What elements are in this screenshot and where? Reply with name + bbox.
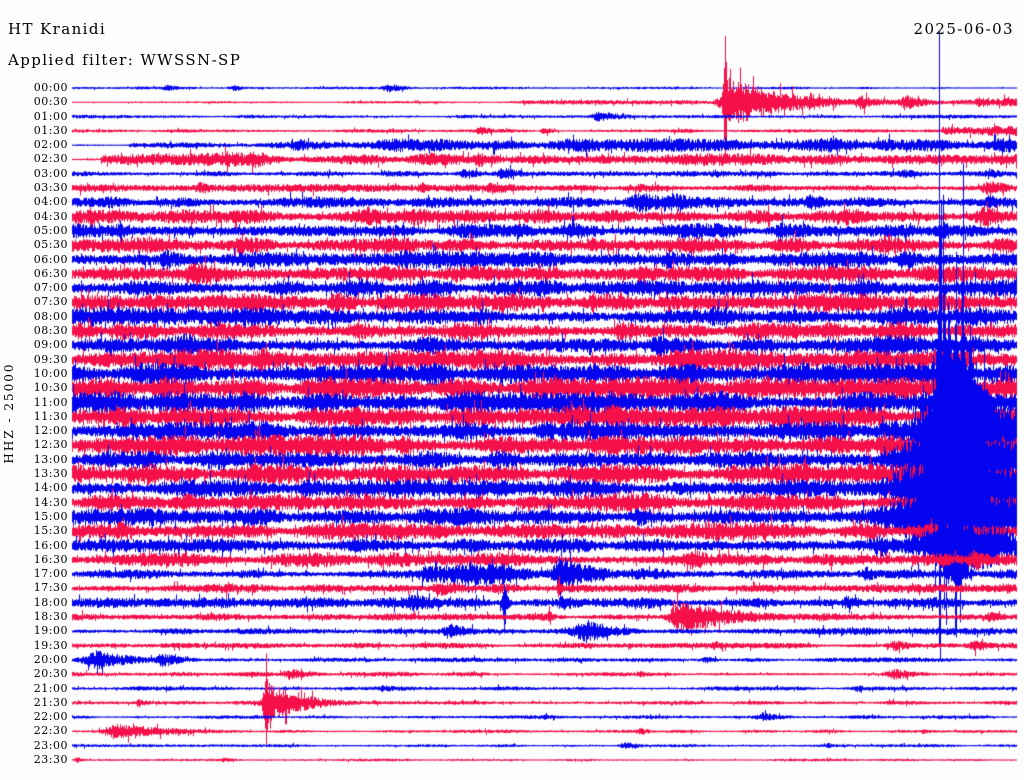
time-label: 19:30 [33, 638, 68, 652]
station-title: HT Kranidi [8, 20, 107, 38]
time-label: 00:00 [33, 81, 68, 94]
time-label: 01:00 [33, 109, 68, 123]
time-label: 15:30 [33, 524, 68, 538]
date-label: 2025-06-03 [913, 20, 1014, 38]
time-label: 03:00 [33, 166, 68, 180]
time-label: 17:00 [33, 567, 68, 581]
time-label: 04:00 [33, 195, 68, 209]
time-label: 16:30 [33, 552, 68, 566]
time-label: 06:00 [33, 252, 68, 266]
time-label: 21:00 [33, 681, 68, 695]
time-label: 15:00 [33, 509, 68, 523]
time-label: 12:30 [33, 438, 68, 452]
time-label: 11:00 [33, 395, 68, 409]
time-label: 10:30 [33, 381, 68, 395]
time-label: 13:30 [33, 467, 68, 481]
time-label: 20:00 [33, 652, 68, 666]
time-label: 01:30 [33, 123, 68, 137]
time-label: 09:00 [33, 338, 68, 352]
time-label: 05:30 [33, 238, 68, 252]
time-label: 11:30 [33, 409, 68, 423]
time-label: 07:30 [33, 295, 68, 309]
time-label: 16:00 [33, 538, 68, 552]
time-label: 02:30 [33, 152, 68, 166]
time-label: 22:30 [33, 724, 68, 738]
time-label: 21:30 [33, 695, 68, 709]
time-label: 23:00 [33, 738, 68, 752]
time-label: 00:30 [33, 95, 68, 109]
time-label: 14:30 [33, 495, 68, 509]
time-label: 06:30 [33, 266, 68, 280]
time-label: 13:00 [33, 452, 68, 466]
time-label: 10:00 [33, 366, 68, 380]
time-label: 07:00 [33, 281, 68, 295]
time-label: 03:30 [33, 181, 68, 195]
time-label: 02:00 [33, 138, 68, 152]
time-label: 18:30 [33, 610, 68, 624]
time-label: 19:00 [33, 624, 68, 638]
applied-filter-label: Applied filter: WWSSN-SP [8, 51, 242, 69]
time-label: 05:00 [33, 223, 68, 237]
time-label: 14:00 [33, 481, 68, 495]
time-label: 22:00 [33, 710, 68, 724]
time-label: 04:30 [33, 209, 68, 223]
time-label: 09:30 [33, 352, 68, 366]
time-label: 20:30 [33, 667, 68, 681]
time-label: 12:00 [33, 424, 68, 438]
time-label: 23:30 [33, 753, 68, 766]
time-label: 18:00 [33, 595, 68, 609]
time-label: 08:00 [33, 309, 68, 323]
time-label: 17:30 [33, 581, 68, 595]
time-label: 08:30 [33, 324, 68, 338]
